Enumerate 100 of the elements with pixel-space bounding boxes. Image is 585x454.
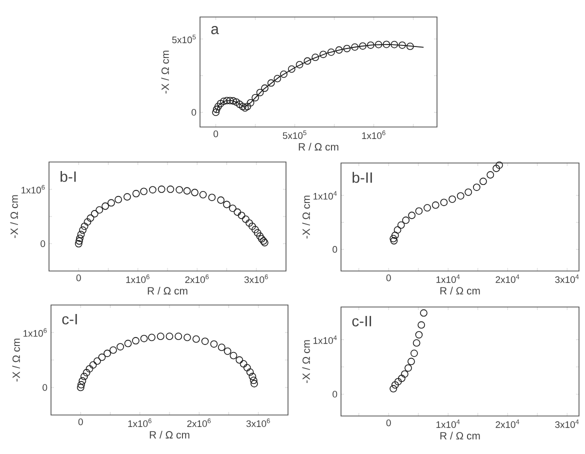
point (432, 201, 440, 209)
chart-title: b-II (352, 172, 372, 183)
y-tick-label: 1x10$^{6}$ (24, 328, 47, 337)
point (183, 187, 191, 195)
x-tick-label: 1x10$^{4}$ (436, 274, 460, 283)
point (236, 100, 244, 108)
point (440, 198, 448, 206)
x-tick-label: 0 (214, 130, 218, 138)
x-tick-label: 2x10$^{4}$ (496, 274, 520, 283)
point (226, 96, 234, 104)
point (110, 346, 117, 354)
point (252, 94, 260, 102)
point (256, 232, 264, 240)
point (108, 199, 115, 207)
x-tick-label: 1x10$^{4}$ (436, 420, 460, 428)
x-tick-label: 3x10$^{6}$ (246, 418, 270, 428)
point (408, 358, 415, 366)
point (243, 364, 251, 372)
x-tick-label: 1x10$^{6}$ (362, 130, 386, 140)
y-axis-title: -X / Ω cm (12, 338, 20, 382)
y-axis-title: -X / Ω cm (10, 195, 18, 238)
point (124, 340, 132, 348)
point (184, 334, 191, 342)
point (241, 104, 249, 112)
point (296, 60, 304, 68)
point (274, 74, 282, 82)
point (229, 97, 237, 105)
point (86, 214, 94, 222)
point (288, 65, 296, 73)
point (400, 370, 408, 378)
point (148, 186, 156, 194)
x-axis-title: R / Ω cm (150, 430, 190, 439)
point (240, 360, 248, 368)
point (412, 339, 420, 347)
x-axis-title: R / Ω cm (298, 142, 338, 151)
point (223, 96, 231, 104)
x-tick-label: 2x10$^{6}$ (187, 418, 211, 428)
point (86, 365, 94, 372)
point (148, 334, 156, 342)
point (82, 368, 90, 376)
point (397, 221, 405, 229)
point (496, 161, 503, 169)
point (261, 84, 268, 92)
y-tick-label: 0 (42, 384, 48, 391)
x-tick-label: 2x10$^{4}$ (496, 420, 520, 428)
point (312, 54, 320, 62)
point (156, 332, 164, 340)
point (124, 193, 131, 201)
point (232, 98, 240, 106)
point (220, 98, 228, 106)
point (158, 186, 166, 193)
point (192, 335, 200, 343)
point (343, 44, 351, 52)
point (480, 178, 487, 186)
chart-title: c-II (352, 316, 372, 326)
point (258, 235, 266, 243)
y-axis-title: -X / Ω cm (161, 50, 169, 94)
point (218, 344, 226, 352)
y-tick-label: 0 (332, 246, 338, 253)
point (351, 43, 359, 51)
point (96, 206, 104, 214)
point (234, 208, 242, 216)
point (327, 48, 335, 56)
y-tick-label: 1x10$^{6}$ (22, 184, 45, 194)
point (390, 237, 398, 244)
point (404, 364, 412, 372)
x-tick-label: 0 (78, 418, 83, 426)
point (335, 46, 343, 54)
y-tick-label: 0 (332, 390, 338, 398)
point (246, 99, 254, 106)
point (140, 188, 148, 196)
point (208, 194, 216, 202)
point (456, 192, 464, 200)
x-tick-label: 3x10$^{4}$ (555, 420, 579, 428)
point (78, 377, 86, 385)
point (391, 232, 399, 240)
point (84, 218, 92, 226)
y-tick-label: 0 (40, 240, 46, 248)
point (76, 384, 84, 392)
point (267, 79, 275, 87)
point (216, 100, 224, 108)
x-axis-title: R / Ω cm (148, 286, 188, 295)
point (132, 337, 140, 344)
point (320, 50, 327, 58)
y-axis-title: -X / Ω cm (302, 340, 310, 383)
x-tick-label: 1x10$^{6}$ (128, 418, 152, 428)
point (223, 200, 230, 208)
point (472, 184, 480, 191)
point (217, 196, 225, 204)
point (382, 40, 390, 48)
point (79, 226, 86, 234)
point (201, 338, 209, 345)
x-axis-title: R / Ω cm (440, 432, 480, 440)
x-tick-label: 0 (386, 274, 391, 282)
point (242, 216, 250, 223)
point (280, 70, 288, 78)
chart-title: c-I (62, 314, 77, 324)
point (408, 212, 416, 220)
point (246, 219, 253, 227)
point (366, 41, 374, 49)
